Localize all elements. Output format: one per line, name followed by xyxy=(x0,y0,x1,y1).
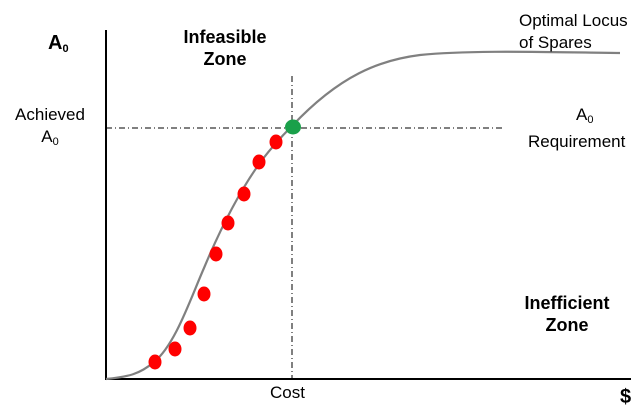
achieved-symbol: A xyxy=(41,127,53,146)
spare-point xyxy=(269,134,283,150)
spare-point xyxy=(237,186,251,202)
requirement-label: A0 Requirement xyxy=(528,104,625,153)
spare-points xyxy=(148,134,283,370)
infeasible-zone-line2: Zone xyxy=(203,49,247,69)
y-axis-subscript: 0 xyxy=(62,43,69,55)
requirement-subscript: 0 xyxy=(587,114,594,126)
inefficient-zone-line2: Zone xyxy=(545,315,589,335)
cost-label: Cost xyxy=(270,383,305,402)
achieved-subscript: 0 xyxy=(52,136,59,148)
achieved-line1: Achieved xyxy=(15,105,85,124)
spare-point xyxy=(209,246,223,262)
spare-point xyxy=(148,354,162,370)
y-axis-label: A0 xyxy=(48,32,69,55)
infeasible-zone-label: Infeasible Zone xyxy=(166,26,284,70)
spare-point xyxy=(168,341,182,357)
spare-point xyxy=(197,286,211,302)
inefficient-zone-line1: Inefficient xyxy=(524,293,610,313)
x-axis-label: $ xyxy=(620,386,631,408)
spare-point xyxy=(252,154,266,170)
optimal-locus-line2: of Spares xyxy=(519,33,592,52)
infeasible-zone-line1: Infeasible xyxy=(183,27,267,47)
optimal-locus-line1: Optimal Locus xyxy=(519,11,628,30)
inefficient-zone-label: Inefficient Zone xyxy=(505,292,629,336)
optimal-point xyxy=(285,119,301,135)
y-axis-symbol: A xyxy=(48,32,63,54)
spare-point xyxy=(221,215,235,231)
requirement-line2: Requirement xyxy=(528,132,626,151)
spare-point xyxy=(183,320,197,336)
requirement-symbol: A xyxy=(576,105,588,124)
optimal-locus-label: Optimal Locus of Spares xyxy=(519,10,628,54)
achieved-label: Achieved A0 xyxy=(2,104,98,153)
optimal-locus-curve xyxy=(105,50,621,381)
